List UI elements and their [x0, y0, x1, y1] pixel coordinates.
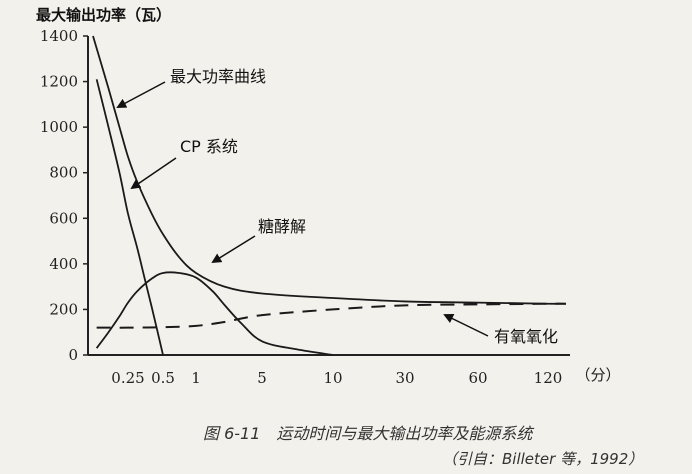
y-axis-title: 最大输出功率（瓦）	[36, 6, 171, 24]
annotation-cp-system-arrow	[130, 157, 177, 190]
series-line-cp-system	[95, 79, 164, 356]
annotation-aerobic: 有氧氧化	[494, 327, 558, 346]
series-line-aerobic	[96, 302, 567, 329]
y-tick-label: 400	[49, 255, 78, 273]
x-tick-label: 5	[257, 369, 267, 387]
series-line-glycolysis	[95, 271, 334, 356]
x-tick-label: 1	[191, 369, 201, 387]
y-tick-label: 600	[49, 209, 78, 227]
x-tick-label: 10	[323, 369, 342, 387]
y-tick-label: 0	[68, 346, 78, 364]
series-line-max-power	[92, 35, 567, 305]
x-axis-title: （分）	[575, 366, 620, 384]
annotation-glycolysis-arrow	[211, 235, 256, 264]
y-tick-label: 1000	[40, 118, 78, 136]
annotation-cp-system: CP 系统	[180, 137, 238, 156]
x-tick-label: 0.25	[111, 369, 144, 387]
annotation-glycolysis: 糖酵解	[258, 217, 306, 236]
y-tick-label: 1200	[40, 73, 78, 91]
x-tick-label: 30	[395, 369, 414, 387]
x-tick-label: 120	[534, 369, 563, 387]
x-tick-label: 0.5	[151, 369, 175, 387]
y-tick-label: 800	[49, 164, 78, 182]
annotation-aerobic-arrow	[443, 314, 489, 337]
y-tick-label: 1400	[40, 27, 78, 45]
figure-source: （引自：Billeter 等，1992）	[442, 450, 644, 468]
annotation-max-power-arrow	[116, 81, 166, 108]
x-tick-label: 60	[468, 369, 487, 387]
figure-caption: 图 6-11 运动时间与最大输出功率及能源系统	[203, 424, 533, 443]
annotation-max-power: 最大功率曲线	[170, 67, 266, 86]
y-tick-label: 200	[49, 300, 78, 318]
